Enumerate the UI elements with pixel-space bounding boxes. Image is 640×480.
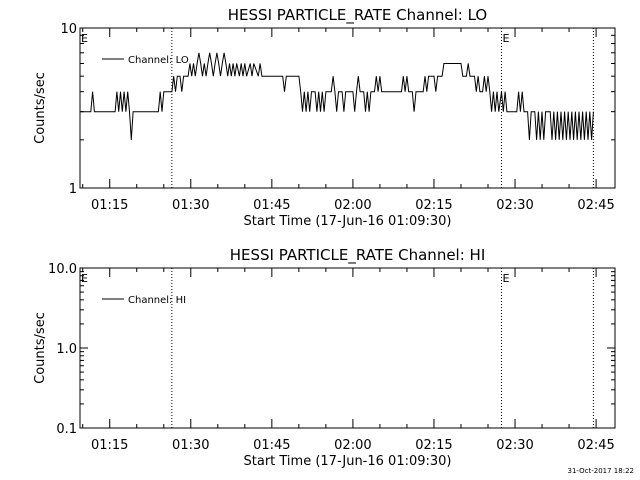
chart-panel-lo: HESSI PARTICLE_RATE Channel: LO 1 10 Counts… xyxy=(33,6,616,229)
y-axis-label: Counts/sec xyxy=(33,72,48,144)
plot-frame xyxy=(79,267,616,429)
x-tick-label: 02:30 xyxy=(496,198,533,213)
x-tick-label: 02:00 xyxy=(334,438,371,453)
x-tick-label: 02:00 xyxy=(334,198,371,213)
x-tick-label: 01:45 xyxy=(253,198,290,213)
x-tick-label: 02:45 xyxy=(577,438,614,453)
edge-event-label: E xyxy=(81,32,88,45)
legend-label: Channel: HI xyxy=(128,295,186,306)
event-label: E xyxy=(503,272,510,285)
y-tick-label: 1 xyxy=(69,182,77,197)
x-axis-label: Start Time (17-Jun-16 01:09:30) xyxy=(244,214,452,229)
chart-panel-hi: HESSI PARTICLE_RATE Channel: HI 0.1 1.0 10.… xyxy=(33,246,616,469)
chart-title: HESSI PARTICLE_RATE Channel: LO xyxy=(228,6,487,25)
series-line-lo xyxy=(80,52,594,140)
plot-timestamp: 31-Oct-2017 18:22 xyxy=(567,467,634,475)
y-tick-label: 1.0 xyxy=(56,342,77,357)
x-tick-label: 01:15 xyxy=(91,198,128,213)
legend-label: Channel: LO xyxy=(128,55,189,66)
y-tick-label: 0.1 xyxy=(56,422,77,437)
event-label: E xyxy=(503,32,510,45)
x-tick-label: 01:30 xyxy=(172,198,209,213)
plot-frame xyxy=(79,27,616,189)
x-tick-label: 01:45 xyxy=(253,438,290,453)
y-tick-label: 10 xyxy=(60,22,77,37)
x-tick-label: 02:30 xyxy=(496,438,533,453)
y-tick-label: 10.0 xyxy=(48,262,77,277)
x-tick-label: 02:15 xyxy=(415,438,452,453)
x-tick-label: 01:30 xyxy=(172,438,209,453)
edge-event-label: E xyxy=(81,272,88,285)
x-tick-label: 02:45 xyxy=(577,198,614,213)
y-axis-label: Counts/sec xyxy=(33,312,48,384)
x-axis-label: Start Time (17-Jun-16 01:09:30) xyxy=(244,454,452,469)
x-tick-label: 02:15 xyxy=(415,198,452,213)
x-tick-label: 01:15 xyxy=(91,438,128,453)
chart-title: HESSI PARTICLE_RATE Channel: HI xyxy=(230,246,486,265)
